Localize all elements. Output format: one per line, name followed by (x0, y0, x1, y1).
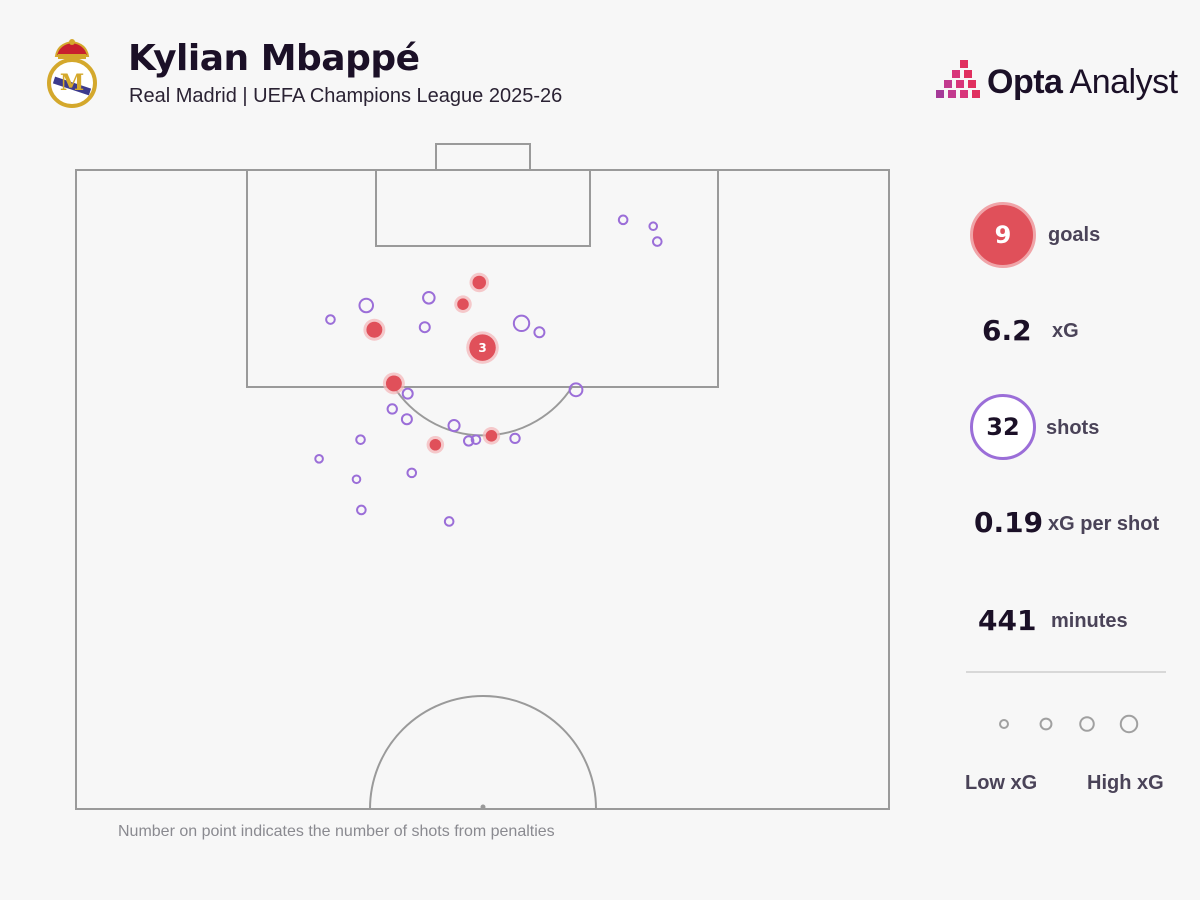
goals-label: goals (1048, 224, 1101, 246)
shot-point (400, 413, 413, 426)
legend-size-circle (1119, 714, 1139, 734)
shot-point (401, 387, 414, 400)
header: M Kylian Mbappé Real Madrid | UEFA Champ… (0, 0, 1200, 120)
shot-point (512, 314, 531, 333)
xg-per-shot-value: 0.19 (974, 506, 1044, 539)
shot-point (358, 297, 374, 314)
svg-text:M: M (60, 70, 84, 96)
xg-size-legend (999, 714, 1139, 734)
shot-point (443, 516, 455, 527)
goal-point (485, 430, 498, 442)
shot-point (356, 504, 367, 516)
stat-xg: 6.2 xG (960, 300, 1190, 370)
shot-point (325, 314, 336, 325)
shot-point (447, 419, 461, 433)
penalty-arc (393, 386, 573, 437)
minutes-label: minutes (1051, 610, 1128, 632)
six-yard-box (375, 169, 591, 247)
legend-size-circle (1039, 717, 1053, 731)
shot-point (648, 221, 659, 232)
brand-name-bold: Opta (987, 63, 1063, 101)
xg-value: 6.2 (982, 314, 1032, 347)
legend-size-circle (1079, 716, 1095, 732)
goal-point (472, 275, 487, 290)
xg-label: xG (1052, 320, 1079, 342)
legend-high-label: High xG (1087, 772, 1164, 794)
goal-point (385, 375, 402, 392)
goal-point (457, 298, 469, 310)
shot-point (406, 467, 418, 479)
penalty-count-label: 3 (478, 341, 486, 355)
shot-point (617, 214, 629, 226)
pitch-lines (75, 143, 890, 810)
player-name: Kylian Mbappé (128, 38, 420, 79)
shots-label: shots (1046, 417, 1100, 439)
shot-point (355, 434, 366, 445)
shot-point (463, 435, 475, 447)
goal-frame (435, 143, 531, 171)
shot-point (509, 432, 521, 445)
shots-layer: 3 (314, 214, 663, 527)
legend-size-circle (999, 719, 1009, 729)
shot-point (351, 474, 362, 485)
goals-badge: 9 (970, 202, 1036, 268)
shot-point (418, 321, 431, 334)
minutes-value: 441 (978, 604, 1037, 637)
goal-point (469, 334, 496, 361)
shot-point (386, 403, 398, 415)
centre-circle (369, 695, 597, 810)
shot-point (568, 382, 584, 398)
subtitle: Real Madrid | UEFA Champions League 2025… (129, 85, 563, 107)
centre-spot (480, 804, 486, 810)
shot-point (470, 434, 482, 445)
goal-point (366, 321, 383, 338)
opta-analyst-logo-icon (936, 60, 980, 98)
legend-low-label: Low xG (965, 772, 1038, 794)
xg-per-shot-label: xG per shot (1048, 513, 1160, 535)
footnote: Number on point indicates the number of … (118, 823, 555, 840)
stat-minutes: 441 minutes (960, 588, 1190, 658)
legend-divider (966, 671, 1166, 673)
brand-name: Opta Analyst (987, 63, 1178, 102)
stat-xg-per-shot: 0.19 xG per shot (960, 490, 1190, 560)
shots-badge: 32 (970, 394, 1036, 460)
brand-name-rest: Analyst (1062, 63, 1179, 101)
goal-point (429, 438, 442, 451)
brand-logo: Opta Analyst (934, 58, 1180, 104)
pitch-outline (75, 169, 890, 810)
real-madrid-crest-icon: M (47, 39, 97, 108)
stat-goals: 9 goals (960, 200, 1190, 270)
shot-point (533, 326, 546, 339)
shot-map: 3 (75, 143, 890, 810)
shot-point (422, 291, 436, 305)
shot-point (314, 454, 324, 464)
shot-point (651, 236, 663, 247)
stat-shots: 32 shots (960, 392, 1190, 462)
